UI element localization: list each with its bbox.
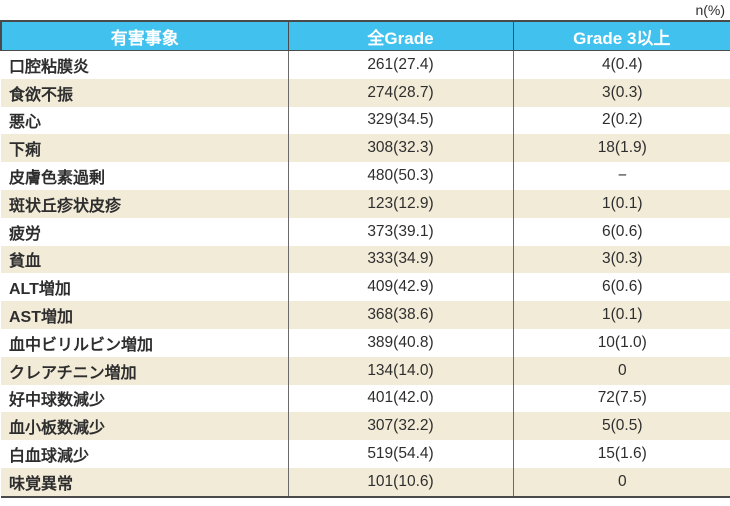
all-grade-value: 368(38.6) (287, 301, 513, 329)
grade3-plus-value: 3(0.3) (512, 78, 730, 107)
grade3-plus-value: 1(0.1) (512, 189, 730, 218)
grade3-plus-value: 0 (512, 467, 730, 497)
table-row: 食欲不振 274(28.7) 3(0.3) (1, 78, 730, 107)
adverse-event-name: 悪心 (1, 106, 288, 135)
adverse-event-name: 皮膚色素過剰 (1, 162, 288, 190)
column-header-all-grade: 全Grade (287, 20, 513, 51)
adverse-event-name: 血小板数減少 (1, 412, 288, 441)
adverse-event-name: 下痢 (1, 134, 288, 163)
table-row: AST増加 368(38.6) 1(0.1) (1, 301, 730, 329)
adverse-event-name: ALT増加 (1, 273, 288, 302)
grade3-plus-value: 1(0.1) (512, 301, 730, 329)
column-header-grade3-plus: Grade 3以上 (512, 20, 730, 51)
all-grade-value: 123(12.9) (287, 189, 513, 218)
adverse-events-table: 有害事象 全Grade Grade 3以上 口腔粘膜炎 261(27.4) 4(… (0, 20, 730, 498)
grade3-plus-value: 72(7.5) (512, 384, 730, 413)
adverse-event-name: 白血球減少 (1, 440, 288, 468)
grade3-plus-value: 15(1.6) (512, 440, 730, 468)
table-row: 悪心 329(34.5) 2(0.2) (1, 106, 730, 135)
table-row: 白血球減少 519(54.4) 15(1.6) (1, 440, 730, 468)
adverse-event-name: 斑状丘疹状皮疹 (1, 189, 288, 218)
table-row: 皮膚色素過剰 480(50.3) − (1, 162, 730, 190)
header-row: 有害事象 全Grade Grade 3以上 (0, 20, 730, 51)
unit-label: n(%) (695, 2, 725, 18)
adverse-event-name: 味覚異常 (1, 467, 288, 497)
column-header-adverse-event: 有害事象 (0, 20, 288, 51)
all-grade-value: 373(39.1) (287, 217, 513, 246)
adverse-event-name: 好中球数減少 (1, 384, 288, 413)
table-row: 口腔粘膜炎 261(27.4) 4(0.4) (1, 50, 730, 79)
table-row: 血中ビリルビン増加 389(40.8) 10(1.0) (1, 328, 730, 357)
grade3-plus-value: 5(0.5) (512, 412, 730, 441)
grade3-plus-value: 3(0.3) (512, 245, 730, 274)
table-row: 好中球数減少 401(42.0) 72(7.5) (1, 384, 730, 413)
grade3-plus-value: 2(0.2) (512, 106, 730, 135)
adverse-event-name: 血中ビリルビン増加 (1, 328, 288, 357)
grade3-plus-value: 0 (512, 356, 730, 385)
table-row: 血小板数減少 307(32.2) 5(0.5) (1, 412, 730, 441)
all-grade-value: 101(10.6) (287, 467, 513, 497)
adverse-event-name: 食欲不振 (1, 78, 288, 107)
all-grade-value: 480(50.3) (287, 162, 513, 190)
all-grade-value: 134(14.0) (287, 356, 513, 385)
all-grade-value: 333(34.9) (287, 245, 513, 274)
all-grade-value: 409(42.9) (287, 273, 513, 302)
grade3-plus-value: 6(0.6) (512, 217, 730, 246)
all-grade-value: 389(40.8) (287, 328, 513, 357)
all-grade-value: 329(34.5) (287, 106, 513, 135)
table-row: 下痢 308(32.3) 18(1.9) (1, 134, 730, 163)
table-row: 疲労 373(39.1) 6(0.6) (1, 217, 730, 246)
table-row: クレアチニン増加 134(14.0) 0 (1, 356, 730, 385)
table-row: 味覚異常 101(10.6) 0 (1, 467, 730, 497)
grade3-plus-value: 18(1.9) (512, 134, 730, 163)
all-grade-value: 261(27.4) (287, 50, 513, 79)
table-row: 斑状丘疹状皮疹 123(12.9) 1(0.1) (1, 189, 730, 218)
all-grade-value: 401(42.0) (287, 384, 513, 413)
all-grade-value: 519(54.4) (287, 440, 513, 468)
table-row: 貧血 333(34.9) 3(0.3) (1, 245, 730, 274)
grade3-plus-value: − (512, 162, 730, 190)
adverse-event-name: 貧血 (1, 245, 288, 274)
grade3-plus-value: 10(1.0) (512, 328, 730, 357)
all-grade-value: 308(32.3) (287, 134, 513, 163)
table-body: 口腔粘膜炎 261(27.4) 4(0.4) 食欲不振 274(28.7) 3(… (1, 50, 730, 497)
grade3-plus-value: 4(0.4) (512, 50, 730, 79)
all-grade-value: 307(32.2) (287, 412, 513, 441)
adverse-event-name: AST増加 (1, 301, 288, 329)
table-row: ALT増加 409(42.9) 6(0.6) (1, 273, 730, 302)
grade3-plus-value: 6(0.6) (512, 273, 730, 302)
adverse-event-name: 疲労 (1, 217, 288, 246)
all-grade-value: 274(28.7) (287, 78, 513, 107)
adverse-event-name: 口腔粘膜炎 (1, 50, 288, 79)
adverse-event-name: クレアチニン増加 (1, 356, 288, 385)
